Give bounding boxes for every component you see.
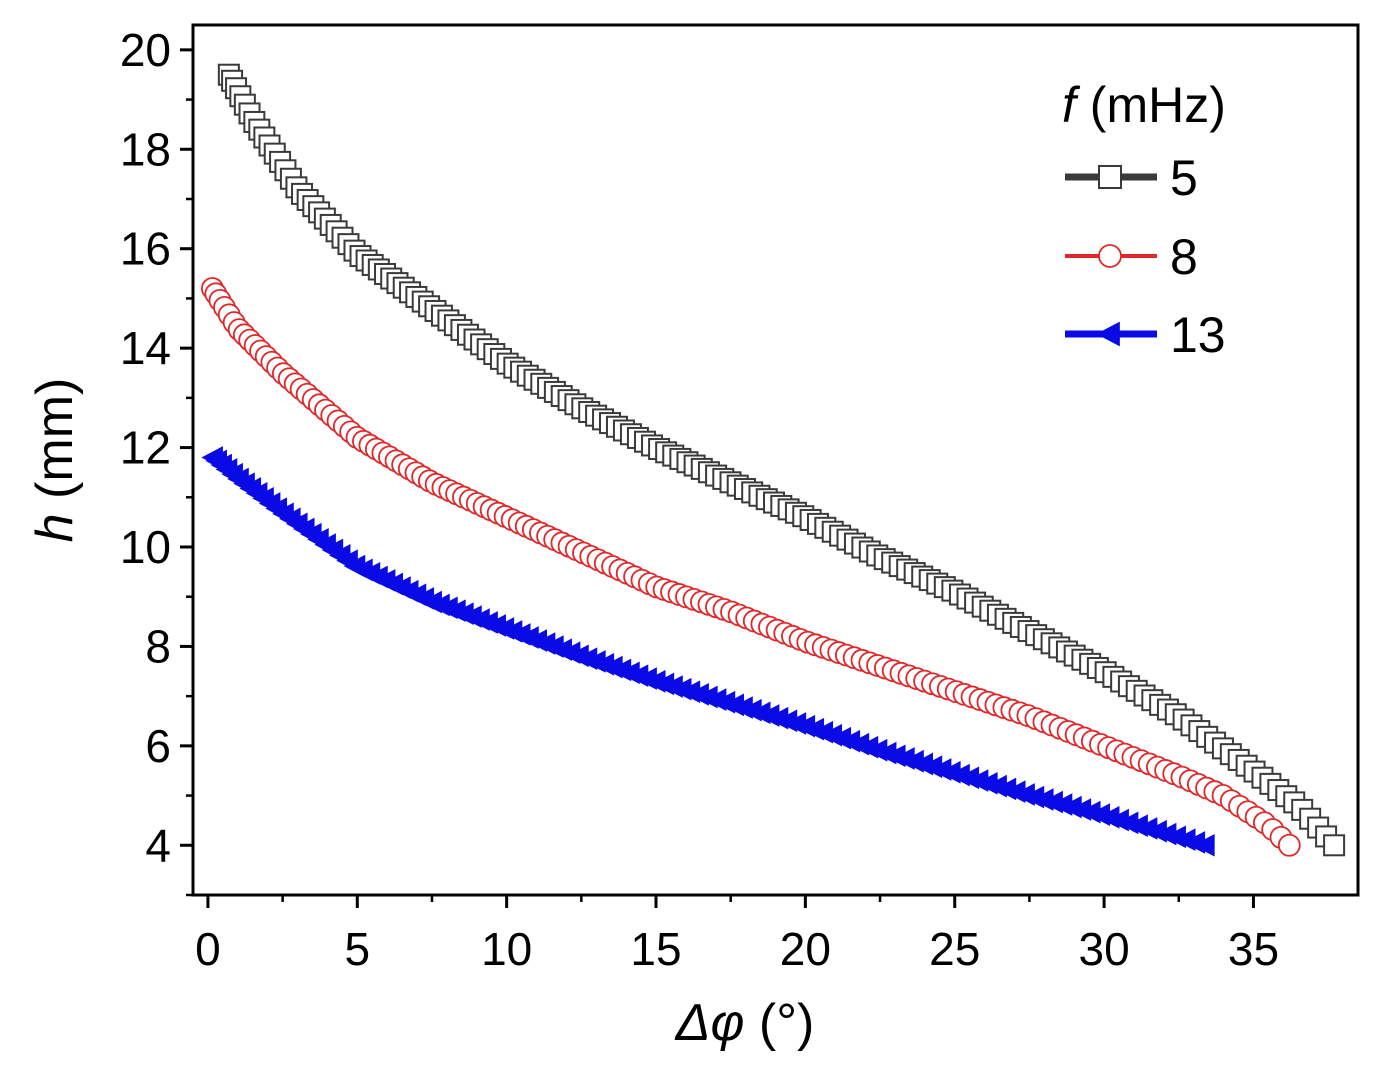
y-tick-label: 6: [145, 720, 171, 772]
legend-label: 13: [1170, 307, 1226, 363]
y-tick-label: 8: [145, 620, 171, 672]
y-tick-label: 18: [120, 123, 171, 175]
y-axis-symbol: h: [26, 513, 84, 542]
data-point: [1193, 833, 1215, 857]
y-tick-label: 4: [145, 819, 171, 871]
y-tick-label: 20: [120, 24, 171, 76]
legend-label: 5: [1170, 150, 1198, 206]
series-5: [217, 63, 1346, 857]
y-axis-unit: (mm): [26, 378, 84, 514]
x-tick-label: 35: [1228, 923, 1279, 975]
y-tick-label: 16: [120, 223, 171, 275]
x-axis-symbol: Δφ: [674, 994, 745, 1052]
legend-marker: [1096, 321, 1120, 347]
y-tick-label: 14: [120, 322, 171, 374]
x-tick-label: 30: [1079, 923, 1130, 975]
legend-item-5: 5: [1065, 150, 1198, 206]
x-tick-label: 0: [195, 923, 221, 975]
x-tick-label: 20: [780, 923, 831, 975]
axis-ticks: 0 5 10 15 20 25 30 35 4 6 8 10 12 14 16 18 20: [120, 24, 1279, 975]
series-layer: [201, 63, 1346, 857]
y-tick-label: 10: [120, 521, 171, 573]
x-tick-label: 10: [481, 923, 532, 975]
x-axis-unit: (°): [744, 994, 814, 1052]
series-13: [201, 446, 1215, 857]
legend-item-8: 8: [1065, 229, 1198, 285]
legend-item-13: 13: [1065, 307, 1226, 363]
series-8: [201, 277, 1301, 857]
x-axis-title: Δφ (°): [674, 994, 815, 1052]
legend-title-unit: (mHz): [1076, 77, 1226, 133]
legend-label: 8: [1170, 229, 1198, 285]
plot-frame: [191, 23, 1360, 897]
x-tick-label: 15: [630, 923, 681, 975]
legend-marker: [1098, 244, 1122, 268]
y-axis-title: h (mm): [26, 378, 84, 543]
legend-title: f (mHz): [1062, 77, 1226, 133]
data-point: [1277, 833, 1301, 857]
legend-marker: [1098, 165, 1122, 189]
y-tick-label: 12: [120, 422, 171, 474]
x-tick-label: 25: [929, 923, 980, 975]
data-point: [1323, 834, 1346, 857]
legend: f (mHz) 5 8 13: [1062, 77, 1226, 363]
x-tick-label: 5: [344, 923, 370, 975]
